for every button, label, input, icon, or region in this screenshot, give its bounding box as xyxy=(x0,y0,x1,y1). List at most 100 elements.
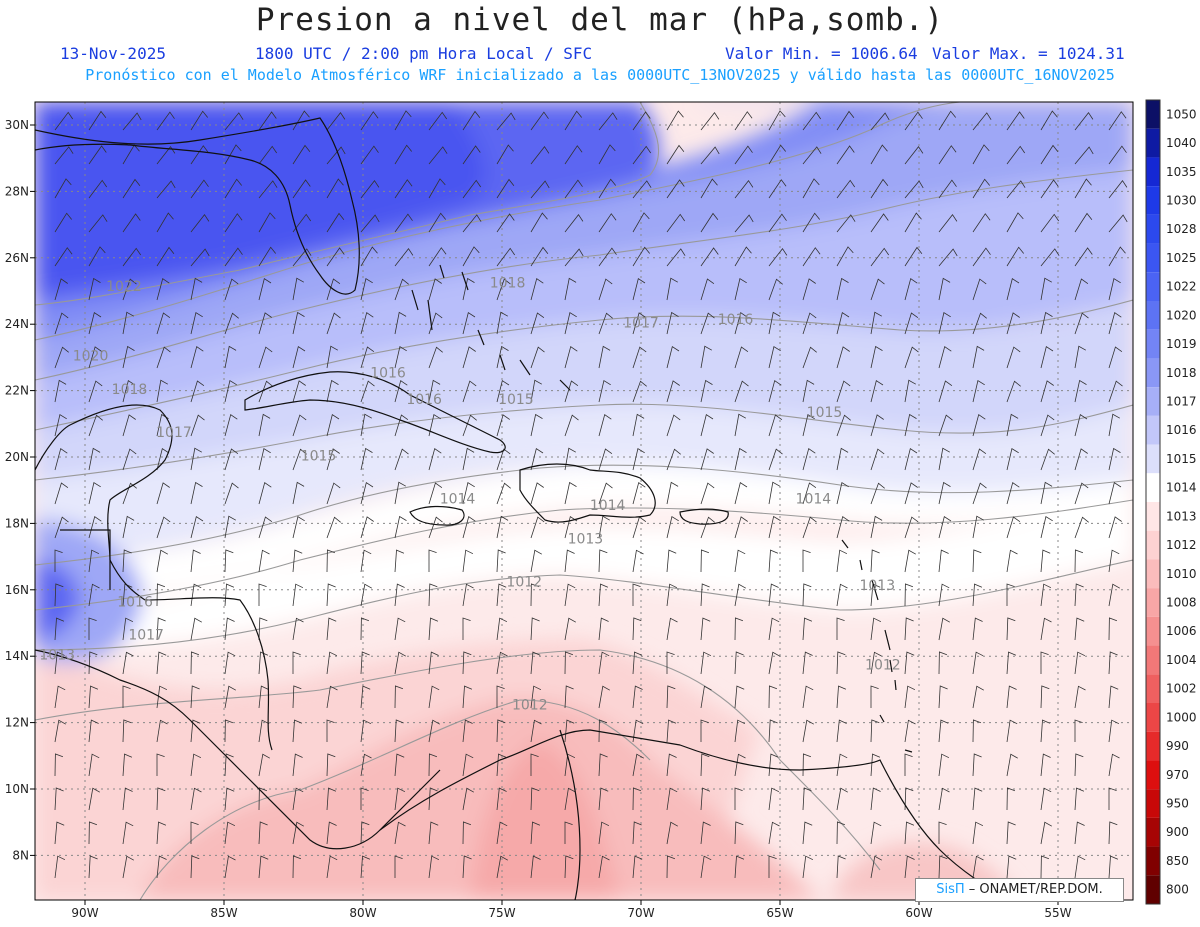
wind-barb xyxy=(496,685,505,708)
wind-barb xyxy=(54,549,63,572)
wind-barb xyxy=(394,651,406,675)
wind-barb xyxy=(496,482,511,505)
wind-barb xyxy=(258,855,269,879)
wind-barb xyxy=(462,685,473,709)
wind-barb xyxy=(224,178,243,199)
wind-barb xyxy=(802,821,813,845)
wind-barb xyxy=(496,515,509,539)
wind-barb xyxy=(394,110,412,131)
wind-barb xyxy=(666,179,685,199)
wind-barb xyxy=(632,821,642,845)
wind-barb xyxy=(292,414,307,437)
wind-barb xyxy=(632,617,642,641)
wind-barb xyxy=(802,111,822,131)
wind-barb xyxy=(156,787,166,811)
wind-barb xyxy=(258,482,272,505)
wind-barb xyxy=(734,145,753,165)
wind-barb xyxy=(666,651,675,674)
wind-barb xyxy=(904,180,924,199)
wind-barb xyxy=(190,248,210,267)
wind-barb xyxy=(190,414,205,437)
wind-barb xyxy=(258,246,277,267)
wind-barb xyxy=(700,247,719,267)
wind-barb xyxy=(326,448,340,471)
lon-tick-label: 80W xyxy=(349,906,376,920)
wind-barb xyxy=(938,787,950,811)
colorbar-swatch xyxy=(1146,674,1160,703)
wind-barb xyxy=(734,855,745,879)
forecast-info: Pronóstico con el Modelo Atmosférico WRF… xyxy=(85,66,1115,84)
wind-barb xyxy=(598,821,610,845)
wind-barb xyxy=(326,247,345,267)
wind-barb xyxy=(564,277,577,301)
wind-barb xyxy=(1108,855,1119,879)
wind-barb xyxy=(904,482,918,505)
colorbar-swatch xyxy=(1146,329,1160,359)
colorbar-label: 1010 xyxy=(1166,567,1197,581)
wind-barb xyxy=(1074,617,1085,641)
colorbar-label: 1030 xyxy=(1166,194,1197,208)
wind-barb xyxy=(88,179,108,199)
wind-barb xyxy=(258,583,267,606)
wind-barb xyxy=(938,821,947,844)
wind-barb xyxy=(836,179,856,199)
colorbar-swatch xyxy=(1146,530,1160,560)
wind-barb xyxy=(394,753,405,777)
wind-barb xyxy=(700,549,710,573)
wind-barb xyxy=(1006,482,1020,505)
wind-barb xyxy=(88,855,98,879)
wind-barb xyxy=(530,111,549,131)
wind-barb xyxy=(938,110,957,131)
wind-barb xyxy=(768,787,780,811)
colorbar-label: 1002 xyxy=(1166,682,1197,696)
wind-barb xyxy=(54,178,72,199)
wind-barb xyxy=(1040,213,1060,233)
wind-barb xyxy=(1108,685,1119,709)
wind-barb xyxy=(1040,549,1051,573)
wind-barb xyxy=(904,379,916,403)
lon-tick-label: 70W xyxy=(627,906,654,920)
wind-barb xyxy=(768,414,783,437)
wind-barb xyxy=(598,414,612,437)
wind-barb xyxy=(88,516,102,539)
wind-barb xyxy=(768,685,778,709)
wind-barb xyxy=(156,482,170,505)
wind-barb xyxy=(428,821,439,845)
wind-barb xyxy=(428,482,443,505)
wind-barb xyxy=(1074,855,1086,879)
wind-barb xyxy=(666,821,678,845)
credit-box: SisΠ – ONAMET/REP.DOM. xyxy=(915,878,1124,902)
wind-barb xyxy=(326,345,338,369)
contour-label: 1017 xyxy=(156,425,192,441)
wind-barb xyxy=(190,516,204,539)
wind-barb xyxy=(530,246,549,267)
colorbar-swatch xyxy=(1146,817,1160,847)
wind-barb xyxy=(190,277,203,301)
lat-tick-label: 16N xyxy=(5,583,29,597)
wind-barb xyxy=(428,685,440,709)
contour-label: 1015 xyxy=(498,392,534,408)
wind-barb xyxy=(428,516,443,539)
wind-barb xyxy=(394,685,404,709)
contour-label: 1012 xyxy=(865,657,901,673)
wind-barb xyxy=(156,583,166,607)
wind-barb xyxy=(564,855,574,879)
wind-barb xyxy=(394,719,404,743)
wind-barb xyxy=(870,345,883,369)
wind-barb xyxy=(428,146,448,165)
wind-barb xyxy=(224,278,239,301)
wind-barb xyxy=(1108,651,1118,675)
wind-barb xyxy=(394,345,407,369)
wind-barb xyxy=(428,212,447,233)
wind-barb xyxy=(360,855,371,879)
wind-barb xyxy=(632,278,646,301)
wind-barb xyxy=(360,111,379,131)
wind-barb xyxy=(88,246,106,267)
wind-barb xyxy=(54,787,64,811)
wind-barb xyxy=(666,213,686,233)
wind-barb xyxy=(1006,346,1021,369)
wind-barb xyxy=(802,482,817,505)
contour-label: 1012 xyxy=(506,574,542,590)
wind-barb xyxy=(428,651,439,675)
wind-barb xyxy=(530,278,544,301)
